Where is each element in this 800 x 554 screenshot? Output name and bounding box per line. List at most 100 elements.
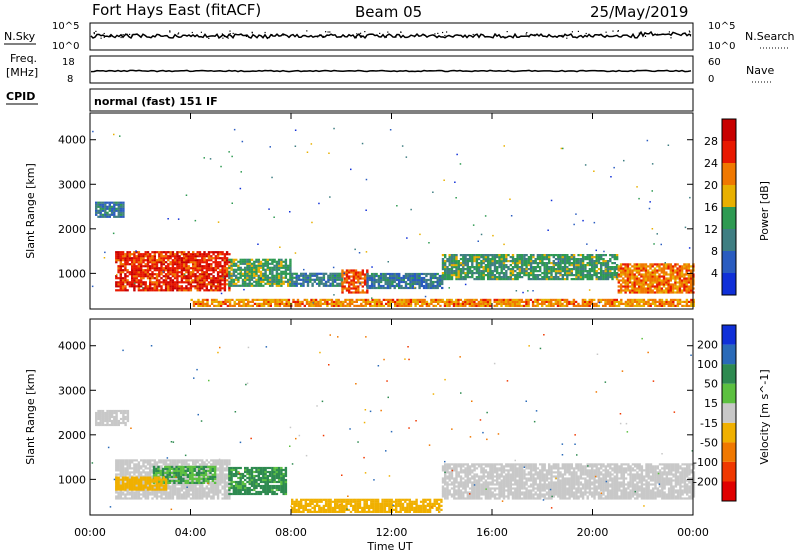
power-cell — [361, 289, 364, 292]
power-cell — [131, 277, 134, 280]
power-cell — [577, 254, 580, 257]
velocity-cell — [223, 479, 227, 482]
power-cell — [554, 272, 558, 275]
power-cell — [649, 304, 652, 307]
power-cell — [511, 304, 514, 307]
power-cell — [296, 298, 300, 301]
power-cell — [434, 284, 437, 288]
power-cell — [455, 268, 458, 271]
velocity-cell — [115, 491, 118, 494]
power-cell — [265, 302, 268, 305]
power-cell — [121, 289, 125, 292]
power-cell — [525, 300, 528, 303]
power-cell — [685, 302, 689, 305]
power-cell — [124, 279, 127, 282]
power-cell — [235, 276, 238, 279]
power-cell — [489, 300, 492, 303]
power-cell — [251, 304, 254, 307]
power-cell — [683, 289, 686, 292]
power-cell — [656, 271, 659, 274]
power-cell — [266, 278, 269, 281]
power-cell — [642, 281, 645, 284]
power-cell — [453, 262, 456, 265]
power-cell — [687, 285, 691, 288]
power-cell — [266, 262, 269, 265]
power-cell — [119, 285, 122, 288]
velocity-cell — [169, 477, 172, 480]
power-cell — [235, 268, 238, 271]
power-cell — [223, 287, 227, 290]
power-cell — [232, 280, 236, 283]
power-cell — [457, 278, 460, 281]
power-cell — [373, 282, 376, 286]
power-cell — [306, 276, 310, 279]
nsearch-dot — [177, 33, 179, 35]
power-cell — [454, 181, 456, 183]
power-cell — [509, 304, 512, 307]
power-cell — [602, 262, 605, 265]
power-cell — [402, 274, 405, 278]
power-cell — [566, 268, 569, 271]
power-cell — [235, 274, 238, 277]
power-cell — [158, 261, 161, 264]
power-cell — [532, 262, 535, 265]
power-cell — [429, 272, 433, 276]
power-cell — [287, 284, 290, 287]
power-cell — [595, 278, 598, 281]
power-cell — [244, 270, 247, 273]
power-cell — [387, 300, 390, 303]
velocity-cell — [151, 497, 154, 500]
power-cell — [140, 277, 143, 280]
power-cell — [593, 268, 596, 271]
power-cell — [455, 262, 458, 265]
power-cell — [518, 304, 521, 307]
velocity-cell — [124, 411, 127, 415]
power-cell — [387, 261, 389, 263]
power-cell — [242, 302, 245, 305]
power-cell — [304, 280, 307, 283]
power-cell — [477, 240, 479, 242]
nsky-tick-top: 10^5 — [52, 21, 79, 32]
power-cell — [600, 276, 603, 279]
power-cell — [518, 258, 521, 261]
power-cell — [539, 260, 542, 263]
velocity-cell — [171, 469, 175, 472]
power-cell — [133, 277, 136, 280]
power-cell — [323, 298, 327, 301]
power-cell — [318, 202, 320, 205]
power-cell — [232, 272, 236, 275]
velocity-cell — [166, 467, 169, 470]
power-cell — [341, 283, 344, 286]
velocity-cell — [166, 479, 169, 482]
power-cell — [119, 275, 122, 278]
power-cell — [633, 269, 636, 272]
power-cell — [658, 285, 661, 288]
power-cell — [350, 291, 353, 294]
power-cell — [586, 278, 589, 281]
power-cell — [525, 266, 528, 269]
power-cell — [207, 281, 211, 284]
power-cell — [473, 278, 476, 281]
velocity-cell — [205, 487, 208, 490]
power-cell — [171, 261, 175, 264]
power-cell — [667, 277, 670, 280]
power-cell — [205, 253, 208, 256]
power-cell — [579, 254, 583, 257]
power-cell — [283, 302, 286, 305]
power-cell — [162, 283, 165, 286]
power-cell — [282, 276, 285, 279]
power-cell — [609, 274, 612, 277]
power-cell — [183, 269, 186, 272]
power-cell — [407, 276, 410, 280]
power-cell — [400, 286, 403, 290]
velocity-cell — [169, 485, 172, 488]
power-cell — [600, 264, 603, 267]
power-cell — [187, 281, 190, 284]
power-cell — [354, 285, 358, 288]
power-cell — [395, 276, 399, 280]
velocity-cell — [126, 489, 129, 492]
power-cell — [687, 279, 691, 282]
power-cell — [600, 278, 603, 281]
power-cell — [534, 268, 537, 271]
power-cell — [559, 268, 562, 271]
